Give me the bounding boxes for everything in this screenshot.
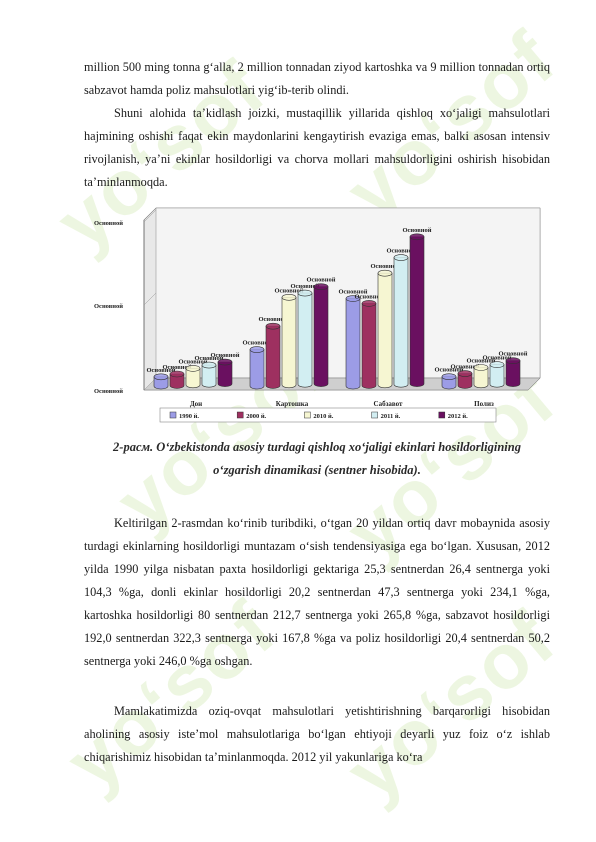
data-label: Основной	[242, 340, 271, 347]
data-label: Основной	[434, 367, 463, 374]
legend-label: 2011 й.	[381, 413, 401, 420]
bar	[249, 349, 265, 390]
data-label: Основной	[146, 367, 175, 374]
data-label: Основной	[338, 289, 367, 296]
data-label: Основной	[402, 227, 431, 234]
bar	[265, 325, 281, 389]
bar-top	[505, 357, 521, 365]
bar-top	[409, 233, 425, 241]
bar-top	[281, 294, 297, 301]
bar-top	[393, 254, 409, 261]
bar-top	[313, 283, 329, 291]
bar-top	[361, 300, 377, 307]
figure-caption: 2-расм. O‘zbekistonda asosiy turdagi qis…	[84, 436, 550, 482]
x-tick-label: Картошка	[276, 400, 309, 408]
bar	[297, 292, 313, 388]
bar	[345, 298, 361, 390]
legend-label: 2010 й.	[313, 413, 333, 420]
legend-swatch	[438, 411, 446, 419]
bar-top	[457, 370, 473, 377]
data-label: Основной	[258, 316, 287, 323]
data-label: Основной	[386, 248, 415, 255]
caption-line-1: 2-расм. O‘zbekistonda asosiy turdagi qis…	[113, 440, 521, 454]
bar-top	[169, 370, 185, 378]
y-gridline	[143, 209, 157, 223]
data-label: Основной	[498, 351, 527, 358]
legend-label: 2012 й.	[448, 413, 468, 420]
data-label: Основной	[290, 283, 319, 290]
y-tick-label: Основной	[94, 303, 123, 310]
legend-swatch	[236, 411, 244, 419]
paragraph-analysis: Keltirilgan 2-rasmdan ko‘rinib turibdiki…	[84, 516, 550, 668]
y-gridline	[143, 292, 157, 306]
legend-swatch	[304, 411, 311, 419]
bar-top	[153, 373, 169, 381]
x-tick-label: Дон	[190, 400, 202, 408]
bar	[489, 364, 505, 388]
paragraph-food-security: Mamlakatimizda oziq-ovqat mahsulotlari y…	[84, 704, 550, 764]
caption-line-2: o‘zgarish dinamikasi (sentner hisobida).	[213, 463, 421, 477]
data-label: Основной	[354, 293, 383, 300]
bar-top	[345, 295, 361, 302]
bar	[409, 236, 425, 387]
legend-swatch	[169, 411, 177, 419]
legend-label: 1990 й.	[179, 413, 199, 420]
legend-swatch	[371, 411, 378, 419]
data-label: Основной	[450, 364, 479, 371]
bar-top	[201, 361, 217, 369]
bar	[169, 373, 185, 389]
paragraph-intro: million 500 ming tonna g‘alla, 2 million…	[84, 60, 550, 97]
bar-top	[249, 346, 265, 353]
bar-top	[185, 365, 201, 372]
bar-top	[377, 269, 393, 277]
bar	[377, 272, 393, 389]
bar-top	[473, 364, 489, 371]
data-label: Основной	[194, 355, 223, 362]
data-label: Основной	[274, 287, 303, 294]
legend-label: 2000 й.	[246, 413, 266, 420]
bar	[393, 257, 409, 388]
y-tick-label: Основной	[94, 388, 123, 395]
data-label: Основной	[178, 358, 207, 365]
data-label: Основной	[162, 364, 191, 371]
bar	[153, 376, 169, 390]
bar	[505, 360, 521, 387]
data-label: Основной	[306, 277, 335, 284]
bar-top	[441, 373, 457, 381]
bar-top	[217, 358, 233, 366]
bar	[185, 368, 201, 389]
bar	[361, 303, 377, 389]
data-label: Основной	[370, 263, 399, 270]
bar-top	[297, 289, 313, 297]
bar	[281, 297, 297, 389]
data-label: Основной	[482, 355, 511, 362]
paragraph-intensive: Shuni alohida ta’kidlash joizki, mustaqi…	[84, 106, 550, 189]
bar	[313, 286, 329, 387]
data-label: Основной	[210, 352, 239, 359]
bar	[473, 367, 489, 389]
bar	[457, 373, 473, 389]
bar-top	[265, 322, 281, 330]
y-tick-label: Основной	[94, 220, 123, 227]
x-tick-label: Полиз	[474, 400, 494, 408]
data-label: Основной	[466, 357, 495, 364]
x-tick-label: Сабзавот	[374, 400, 404, 408]
bar-top	[489, 361, 505, 368]
yield-chart: ОсновнойОсновнойОсновнойОсновнойОсновной…	[94, 207, 541, 423]
bar	[441, 376, 457, 390]
legend-box	[159, 407, 497, 423]
bar	[201, 364, 217, 388]
bar	[217, 361, 233, 387]
